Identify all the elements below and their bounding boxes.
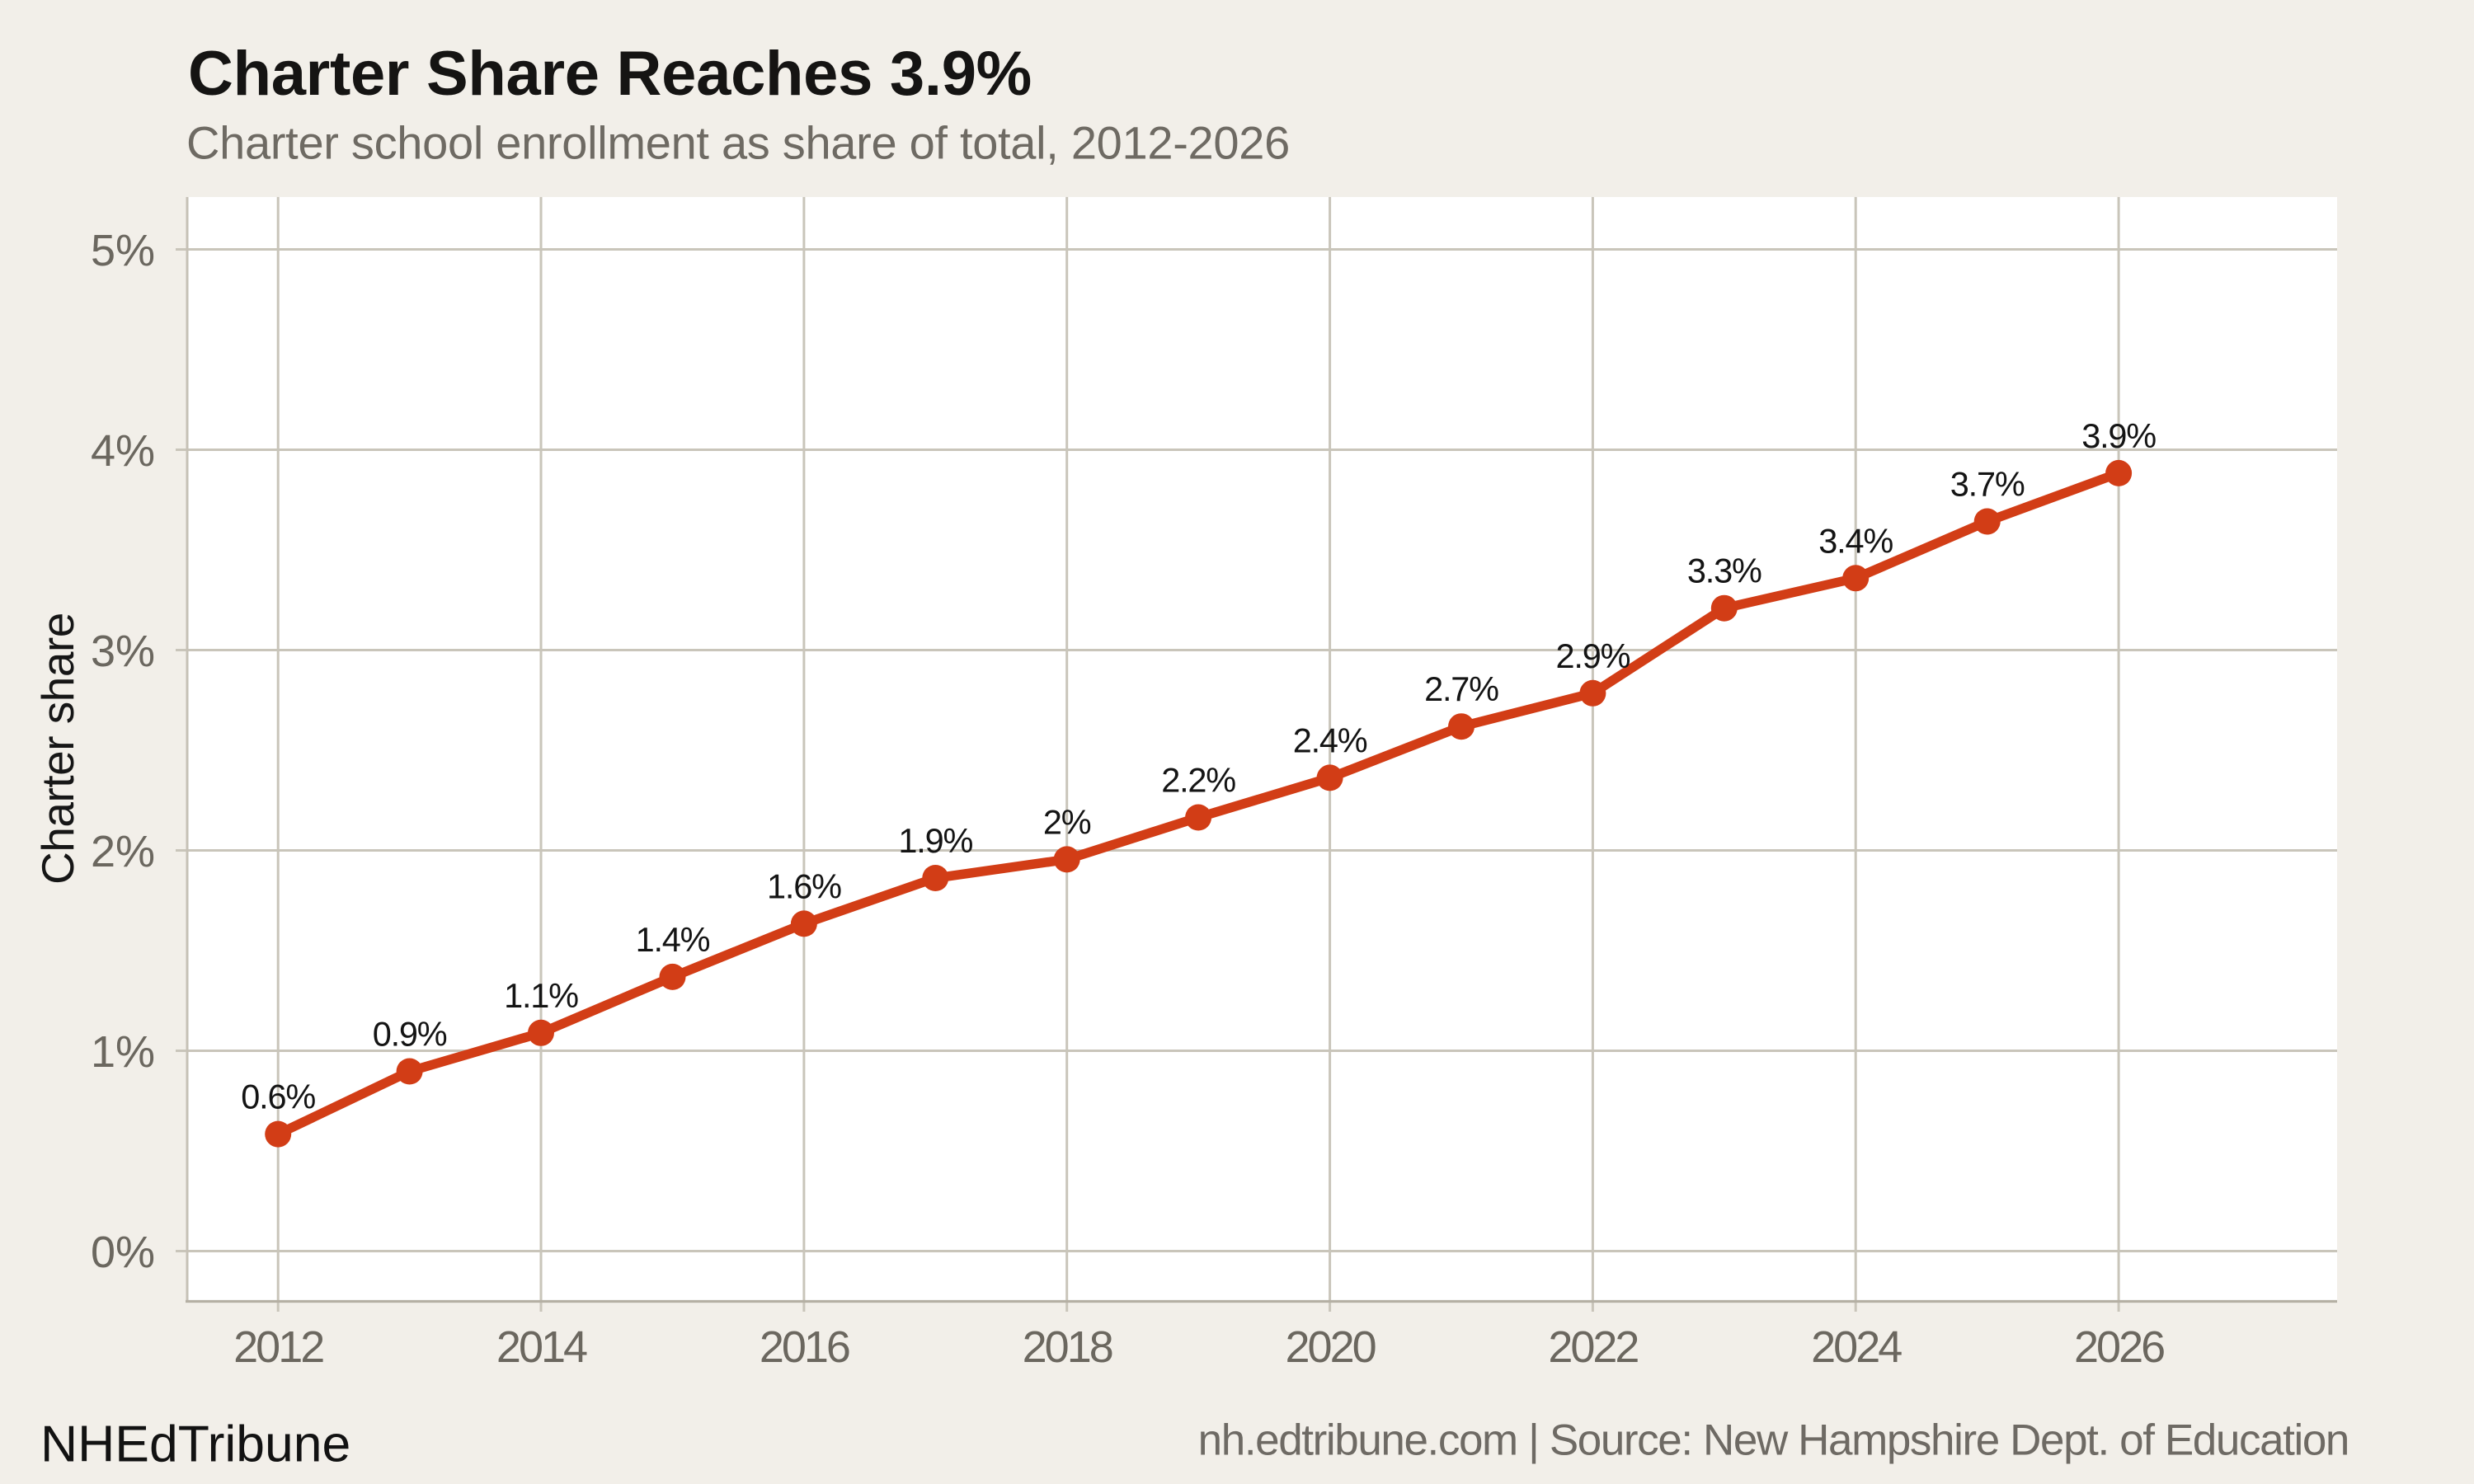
svg-text:0.9%: 0.9% [373, 1015, 447, 1054]
svg-text:nh.edtribune.com | Source: New: nh.edtribune.com | Source: New Hampshire… [1198, 1416, 2349, 1464]
svg-text:5%: 5% [91, 226, 155, 275]
svg-text:3.9%: 3.9% [2081, 416, 2156, 455]
svg-text:1.6%: 1.6% [767, 866, 841, 905]
svg-text:3%: 3% [91, 627, 155, 676]
svg-text:2014: 2014 [496, 1322, 587, 1372]
svg-text:2%: 2% [91, 827, 155, 876]
svg-text:2026: 2026 [2074, 1322, 2164, 1372]
svg-text:NHEdTribune: NHEdTribune [40, 1416, 350, 1473]
svg-text:2012: 2012 [233, 1322, 323, 1372]
svg-text:4%: 4% [91, 426, 155, 476]
svg-text:3.4%: 3.4% [1818, 521, 1893, 560]
svg-text:2022: 2022 [1548, 1322, 1638, 1372]
svg-text:1%: 1% [91, 1027, 155, 1077]
svg-text:Charter Share Reaches 3.9%: Charter Share Reaches 3.9% [188, 39, 1032, 109]
svg-text:2020: 2020 [1286, 1322, 1376, 1372]
svg-text:2024: 2024 [1811, 1322, 1902, 1372]
svg-text:1.4%: 1.4% [636, 920, 710, 959]
svg-text:2016: 2016 [760, 1322, 849, 1372]
svg-text:2018: 2018 [1023, 1322, 1112, 1372]
svg-text:0%: 0% [91, 1228, 155, 1277]
svg-text:2.9%: 2.9% [1556, 636, 1630, 675]
svg-text:1.9%: 1.9% [898, 821, 972, 860]
svg-text:0.6%: 0.6% [241, 1078, 315, 1116]
svg-text:3.7%: 3.7% [1950, 465, 2025, 504]
svg-text:2.2%: 2.2% [1161, 761, 1235, 800]
svg-text:Charter school enrollment as s: Charter school enrollment as share of to… [186, 117, 1290, 169]
svg-text:2.7%: 2.7% [1424, 669, 1498, 708]
svg-text:2.4%: 2.4% [1293, 721, 1367, 759]
svg-text:2%: 2% [1043, 802, 1091, 841]
svg-text:1.1%: 1.1% [504, 976, 578, 1015]
svg-text:3.3%: 3.3% [1687, 552, 1761, 590]
svg-text:Charter share: Charter share [32, 613, 83, 885]
